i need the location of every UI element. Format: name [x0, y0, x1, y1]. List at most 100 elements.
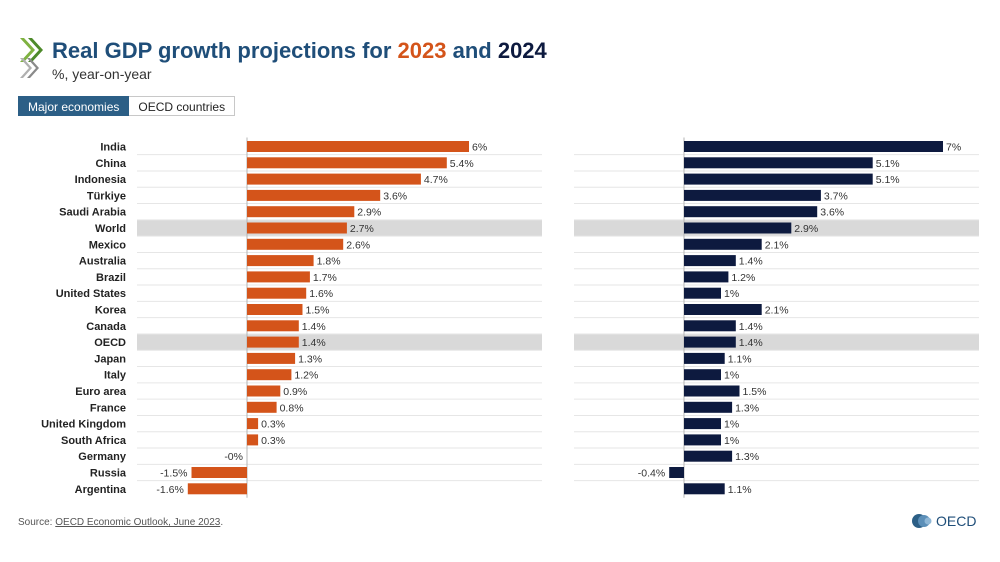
- highlight-band-2023: [137, 334, 542, 351]
- data-label-2024: 1.5%: [743, 386, 767, 398]
- bar-2024: [684, 206, 818, 218]
- bar-2023: [247, 320, 299, 332]
- category-label: Russia: [90, 468, 127, 480]
- data-label-2024: 1.4%: [739, 321, 763, 333]
- oecd-chevron-logo: [20, 38, 43, 78]
- bar-2023: [247, 418, 259, 430]
- data-label-2023: 1.4%: [302, 337, 326, 349]
- bar-2023: [187, 483, 247, 495]
- bar-2024: [684, 304, 762, 315]
- bar-2024: [684, 418, 721, 430]
- bar-2023: [247, 255, 314, 267]
- bar-2024: [684, 238, 762, 250]
- data-label-2023: 1.2%: [294, 370, 318, 382]
- brand-name: OECD: [936, 513, 977, 529]
- bar-2024: [684, 320, 736, 332]
- data-label-2024: 1.3%: [735, 451, 759, 463]
- data-label-2024: 1.1%: [728, 484, 752, 496]
- category-label: South Africa: [61, 435, 127, 447]
- category-label: Mexico: [89, 239, 127, 251]
- bar-2024: [684, 141, 943, 152]
- category-label: France: [90, 402, 126, 414]
- title-prefix: Real GDP growth projections for: [52, 38, 398, 63]
- data-label-2023: 1.8%: [317, 256, 341, 268]
- bar-2023: [247, 206, 355, 218]
- data-label-2024: 5.1%: [876, 174, 900, 186]
- category-label: Japan: [94, 353, 126, 365]
- source-note: Source: OECD Economic Outlook, June 2023…: [18, 517, 223, 528]
- data-label-2023: 0.9%: [283, 386, 307, 398]
- source-link[interactable]: OECD Economic Outlook, June 2023: [55, 517, 221, 528]
- bar-2023: [247, 336, 299, 348]
- category-label: Indonesia: [75, 174, 127, 186]
- data-label-2023: 1.4%: [302, 321, 326, 333]
- category-label: Türkiye: [87, 190, 126, 202]
- data-label-2023: 2.7%: [350, 223, 374, 235]
- subtitle: %, year-on-year: [52, 66, 152, 82]
- category-label: World: [95, 223, 126, 235]
- bar-2023: [191, 467, 247, 478]
- data-label-2023: 0.3%: [261, 435, 285, 447]
- bar-2023: [247, 157, 447, 169]
- category-label: Korea: [95, 305, 127, 317]
- bar-2023: [247, 189, 381, 201]
- category-label: OECD: [94, 337, 126, 349]
- data-label-2024: 2.9%: [794, 223, 818, 235]
- data-label-2024: 1%: [724, 435, 739, 447]
- bar-2023: [247, 434, 259, 446]
- bar-2024: [684, 352, 725, 364]
- bar-2024: [684, 434, 721, 446]
- category-label: India: [100, 142, 127, 154]
- bar-2023: [247, 287, 307, 299]
- bar-2024: [684, 336, 736, 348]
- bar-2023: [247, 173, 421, 185]
- bar-2024: [684, 385, 740, 397]
- tab-major-economies[interactable]: Major economies: [18, 96, 130, 116]
- data-label-2023: 2.9%: [357, 207, 381, 219]
- data-label-2024: 2.1%: [765, 305, 789, 317]
- data-label-2023: 1.6%: [309, 288, 333, 300]
- category-label: Argentina: [75, 484, 127, 496]
- category-label: United States: [56, 288, 126, 300]
- bar-2023: [247, 401, 277, 413]
- source-suffix: .: [220, 517, 224, 528]
- data-label-2024: 1.1%: [728, 353, 752, 365]
- data-label-2024: 1.3%: [735, 402, 759, 414]
- data-label-2023: 1.5%: [306, 305, 330, 317]
- bar-2024: [684, 287, 721, 299]
- page-title: Real GDP growth projections for 2023 and…: [52, 38, 547, 64]
- globe-icon: [912, 514, 932, 528]
- category-label: United Kingdom: [41, 419, 126, 431]
- data-label-2023: -0%: [224, 451, 243, 463]
- highlight-band-2024: [574, 334, 979, 351]
- data-label-2023: 3.6%: [383, 190, 407, 202]
- category-label: Italy: [104, 370, 127, 382]
- category-label: Canada: [86, 321, 127, 333]
- bar-2024: [684, 189, 821, 201]
- bar-2023: [247, 238, 344, 250]
- title-year-2023: 2023: [397, 38, 447, 63]
- title-year-2024: 2024: [497, 38, 547, 63]
- bar-2023: [247, 222, 347, 234]
- data-label-2024: 3.7%: [824, 190, 848, 202]
- data-label-2023: 1.3%: [298, 353, 322, 365]
- data-label-2024: 1%: [724, 370, 739, 382]
- data-label-2023: 4.7%: [424, 174, 448, 186]
- category-label: Brazil: [96, 272, 126, 284]
- data-label-2024: 3.6%: [820, 207, 844, 219]
- data-label-2023: 2.6%: [346, 239, 370, 251]
- data-label-2024: -0.4%: [638, 468, 665, 480]
- data-label-2023: 0.3%: [261, 419, 285, 431]
- bar-2023: [247, 304, 303, 315]
- bar-2023: [247, 352, 296, 364]
- tab-oecd-countries[interactable]: OECD countries: [129, 96, 236, 116]
- bar-2023: [247, 141, 469, 152]
- bar-2024: [684, 483, 725, 495]
- bar-2023: [247, 271, 310, 283]
- title-join: and: [446, 38, 498, 63]
- bar-2023: [247, 369, 292, 381]
- category-label: China: [95, 158, 126, 170]
- category-label: Germany: [78, 451, 127, 463]
- data-label-2023: 1.7%: [313, 272, 337, 284]
